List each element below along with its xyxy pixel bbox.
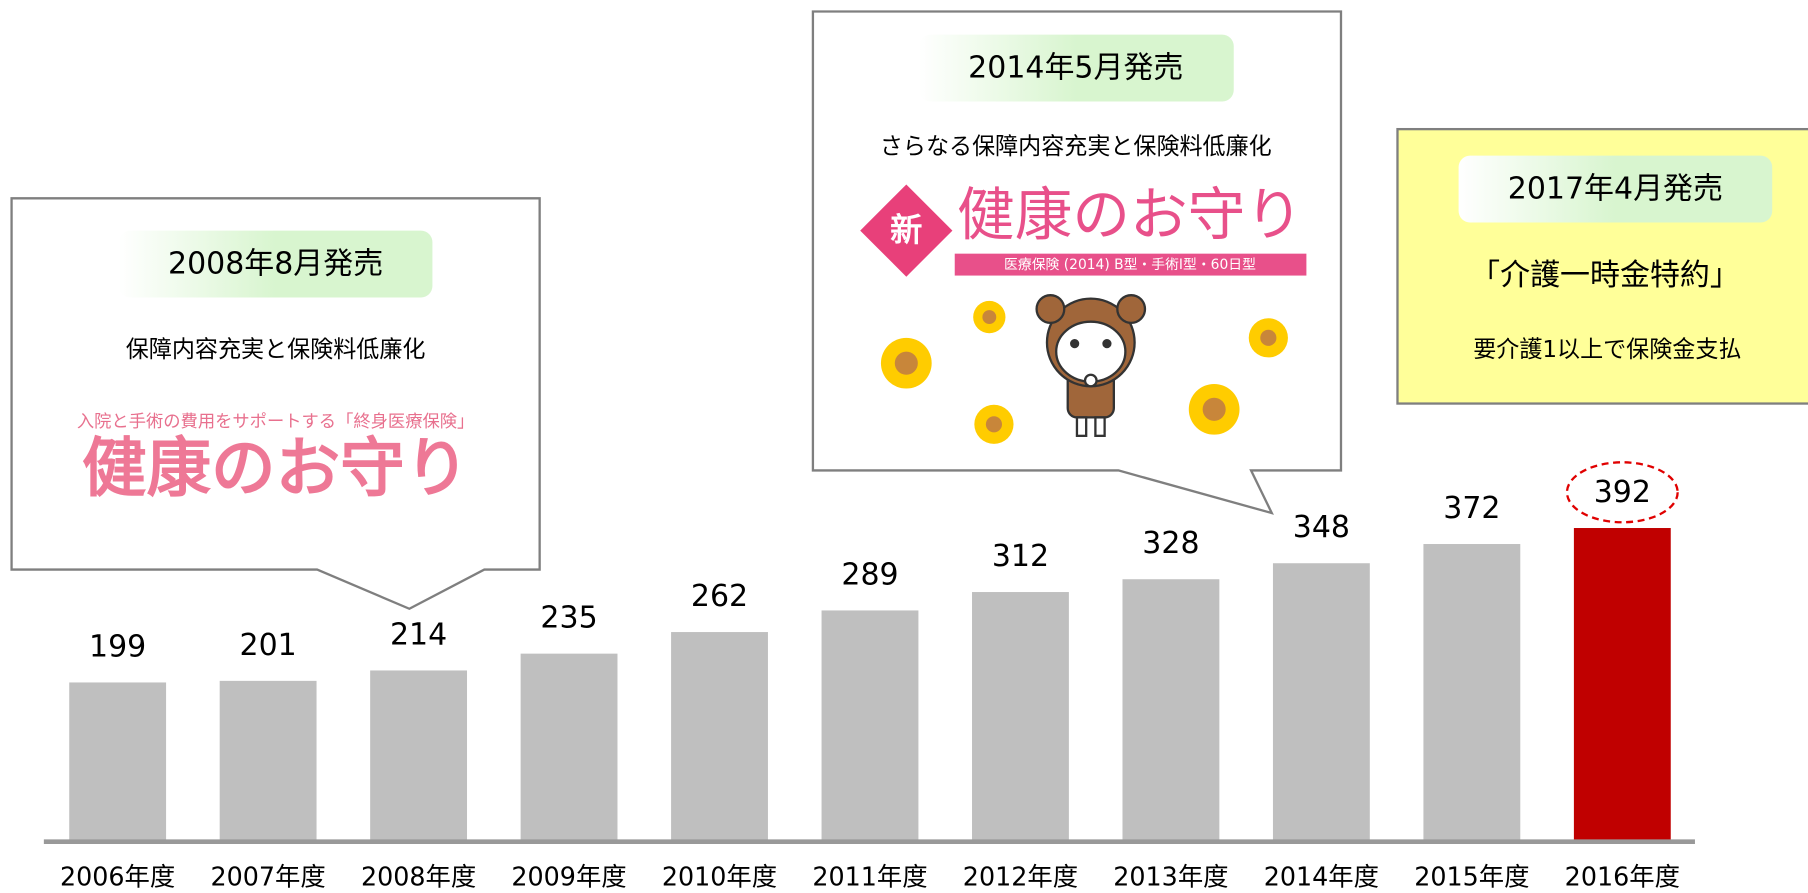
date-label: 2014年5月発売 — [968, 51, 1183, 86]
value-label: 312 — [992, 539, 1049, 574]
x-tick-label: 2015年度 — [1414, 862, 1529, 892]
date-badge — [1458, 155, 1773, 223]
value-label: 348 — [1293, 510, 1350, 545]
highlight-ring — [1565, 461, 1679, 524]
x-tick-label: 2009年度 — [511, 862, 626, 892]
logo: 健康のお守り — [957, 181, 1303, 249]
value-label: 214 — [390, 617, 447, 652]
mascot — [1035, 294, 1147, 437]
callout-text: 保障内容充実と保険料低廉化 — [126, 337, 426, 363]
value-label: 262 — [691, 579, 748, 614]
value-label: 201 — [240, 628, 297, 663]
flower-centers — [894, 310, 1277, 433]
callout-text: 「介護一時金特約」 — [1470, 258, 1740, 293]
callout-note: 要介護1以上で保険金支払 — [1473, 337, 1741, 363]
bar — [219, 680, 317, 842]
bar — [1423, 544, 1521, 842]
date-label: 2008年8月発売 — [168, 247, 383, 282]
value-label: 392 — [1594, 475, 1651, 510]
callout — [10, 197, 541, 611]
logo-sub: 入院と手術の費用をサポートする「終身医療保険」 — [77, 412, 474, 432]
x-tick-label: 2014年度 — [1264, 862, 1379, 892]
logo-bar — [954, 253, 1307, 276]
x-tick-label: 2008年度 — [361, 862, 476, 892]
value-label: 328 — [1142, 526, 1199, 561]
x-tick-label: 2016年度 — [1565, 862, 1680, 892]
x-tick-label: 2010年度 — [662, 862, 777, 892]
logo: 健康のお守り — [82, 431, 469, 506]
callout-text: さらなる保障内容充実と保険料低廉化 — [880, 134, 1272, 160]
value-label: 372 — [1443, 491, 1500, 526]
logo-sub: 医療保険 (2014) B型・手術Ⅰ型・60日型 — [1004, 256, 1256, 273]
date-badge — [918, 34, 1234, 102]
value-label: 289 — [841, 557, 898, 592]
logo-badge: 新 — [890, 211, 922, 249]
bar — [1122, 579, 1220, 842]
x-tick-label: 2013年度 — [1113, 862, 1228, 892]
bar — [671, 632, 768, 842]
bar — [972, 592, 1069, 842]
bar — [370, 670, 468, 842]
badge-star — [860, 184, 953, 277]
value-label: 199 — [89, 629, 146, 664]
x-tick-label: 2011年度 — [812, 862, 927, 892]
bar — [1272, 563, 1370, 842]
bar — [520, 653, 618, 842]
bar — [821, 610, 919, 842]
x-tick-label: 2007年度 — [210, 862, 325, 892]
x-tick-label: 2012年度 — [963, 862, 1078, 892]
value-label: 235 — [540, 601, 597, 636]
date-badge — [118, 230, 433, 298]
date-label: 2017年4月発売 — [1508, 172, 1723, 207]
bar — [1573, 528, 1671, 842]
x-tick-label: 2006年度 — [60, 862, 175, 892]
bar — [69, 682, 167, 842]
